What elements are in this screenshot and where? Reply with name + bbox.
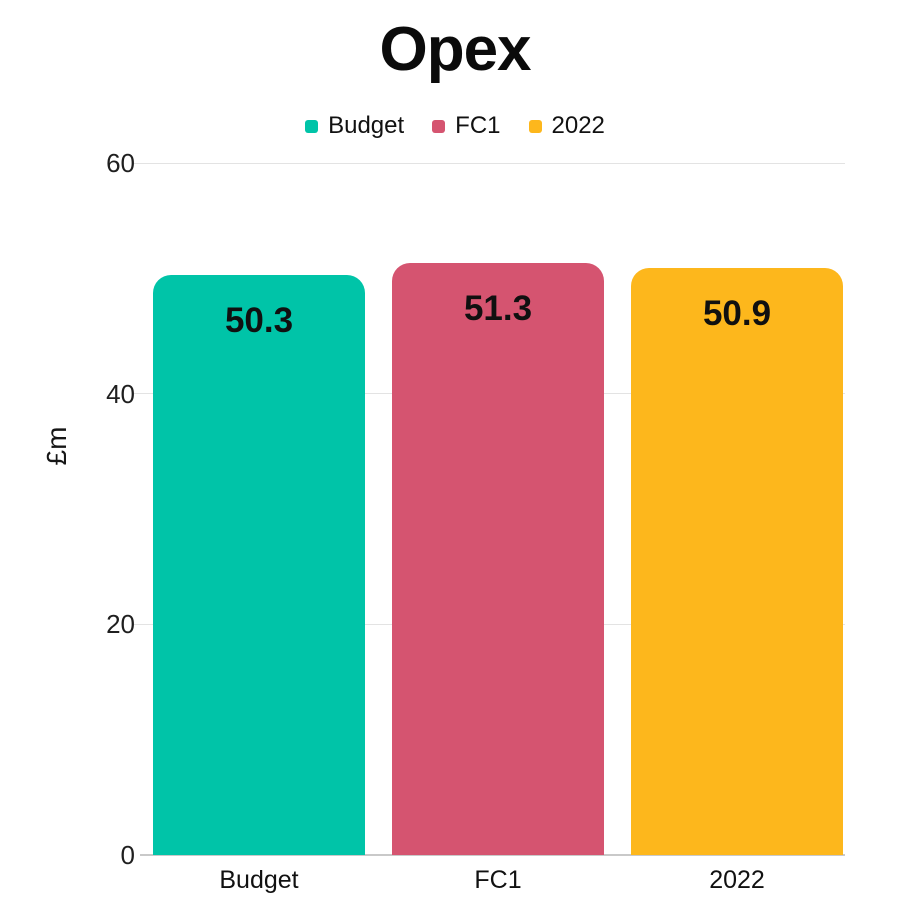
y-tick-60: 60 [106, 148, 135, 178]
x-category-label-fc1: FC1 [474, 866, 522, 894]
legend-swatch-icon [432, 119, 446, 133]
gridline-60 [133, 162, 845, 164]
bar-budget: 50.3 [153, 274, 365, 855]
legend-label: Budget [328, 112, 405, 139]
x-category-label-2022: 2022 [709, 866, 765, 894]
x-axis-line [140, 854, 845, 856]
bar-value-label: 50.3 [224, 300, 294, 340]
bar-fc1: 51.3 [392, 263, 604, 855]
legend-swatch-icon [528, 119, 542, 133]
legend-label: 2022 [551, 112, 605, 139]
bar-2022: 50.9 [631, 267, 843, 855]
legend-item-fc1: FC1 [432, 112, 501, 140]
chart-legend: Budget FC1 2022 [0, 112, 910, 140]
y-tick-0: 0 [120, 840, 135, 870]
y-axis-title: £m [41, 426, 72, 466]
legend-item-2022: 2022 [528, 112, 605, 140]
bar-value-label: 50.9 [702, 293, 772, 333]
bar-value-label: 51.3 [463, 289, 533, 329]
legend-item-budget: Budget [305, 112, 404, 140]
y-tick-20: 20 [106, 609, 135, 640]
chart-title: Opex [379, 15, 531, 84]
legend-swatch-icon [305, 119, 319, 133]
y-tick-40: 40 [106, 378, 135, 409]
x-category-label-budget: Budget [219, 866, 299, 894]
legend-label: FC1 [455, 112, 501, 139]
